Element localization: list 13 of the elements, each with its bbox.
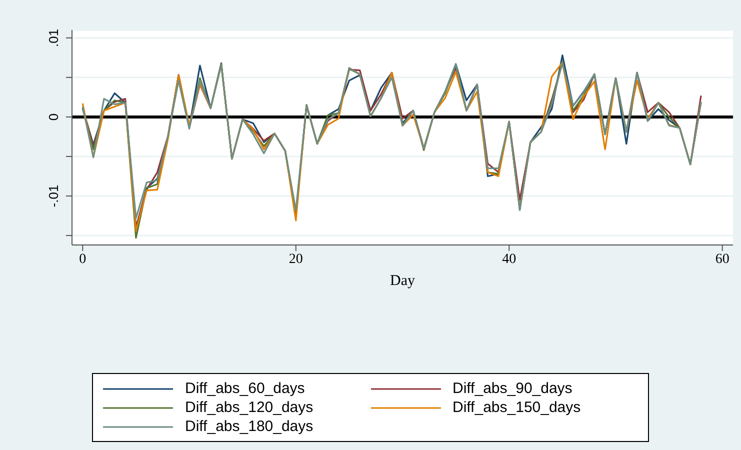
x-tick-label: 0 — [79, 252, 86, 267]
x-tick-label: 20 — [288, 252, 303, 267]
y-tick-label: .01 — [46, 28, 61, 47]
legend-label: Diff_abs_90_days — [452, 380, 572, 397]
legend-label: Diff_abs_60_days — [185, 380, 305, 397]
legend-label: Diff_abs_150_days — [452, 399, 581, 416]
legend-label: Diff_abs_120_days — [185, 399, 314, 416]
x-tick-label: 40 — [502, 252, 516, 267]
y-tick-label: 0 — [46, 113, 61, 121]
y-tick-label: -.01 — [46, 184, 61, 208]
legend-label: Diff_abs_180_days — [185, 418, 314, 435]
x-axis-title: Day — [390, 273, 416, 289]
x-tick-label: 60 — [715, 252, 730, 267]
